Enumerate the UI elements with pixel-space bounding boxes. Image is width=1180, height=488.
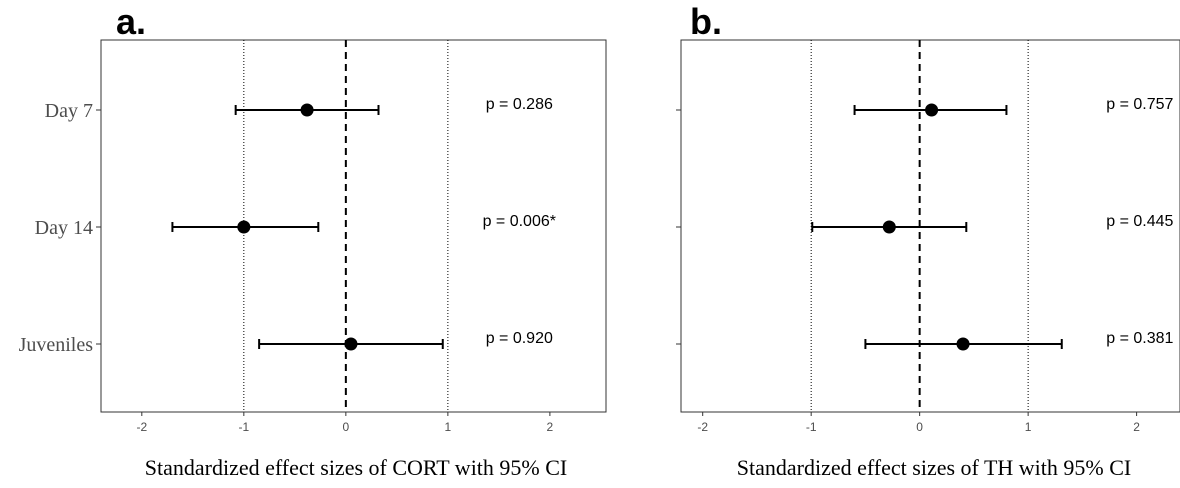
panel-b-x-axis-title: Standardized effect sizes of TH with 95%… [737,455,1131,480]
panel-b-p-value-annotation: p = 0.381 [1106,330,1173,347]
panel-a-p-value-annotation: p = 0.920 [486,330,553,347]
panel-b-point-estimate [925,103,939,117]
panel-a-p-value-annotation: p = 0.006* [483,213,556,230]
panel-b-label: b. [690,1,722,42]
panel-a-x-tick-label: -1 [238,420,249,434]
panel-a-point-estimate [344,337,358,351]
panel-b-point-estimate [882,220,896,234]
panel-a-plot-frame [100,39,607,413]
panel-a-label: a. [116,1,146,42]
panel-a-x-tick-label: 0 [343,420,350,434]
panel-a-point-estimate [237,220,251,234]
panel-a-category-label: Juveniles [19,334,94,356]
panel-b-point-estimate [956,337,970,351]
panel-b-x-tick-label: 2 [1133,420,1140,434]
panel-a-x-tick-label: -2 [136,420,147,434]
panel-b-x-tick-label: -2 [697,420,708,434]
panel-b-x-tick-label: 0 [916,420,923,434]
panel-a-x-tick-label: 1 [445,420,452,434]
panel-b-p-value-annotation: p = 0.757 [1106,96,1173,113]
panel-b-plot-frame [680,39,1180,413]
panel-b-x-tick-label: 1 [1025,420,1032,434]
panel-a-point-estimate [300,103,314,117]
panel-a-category-label: Day 14 [35,217,93,239]
panel-a-p-value-annotation: p = 0.286 [486,96,553,113]
panel-a-x-axis-title: Standardized effect sizes of CORT with 9… [145,455,568,480]
panel-a-x-tick-label: 2 [547,420,554,434]
panel-b-p-value-annotation: p = 0.445 [1106,213,1173,230]
panel-b-x-tick-label: -1 [806,420,817,434]
panel-a-category-label: Day 7 [45,100,93,122]
